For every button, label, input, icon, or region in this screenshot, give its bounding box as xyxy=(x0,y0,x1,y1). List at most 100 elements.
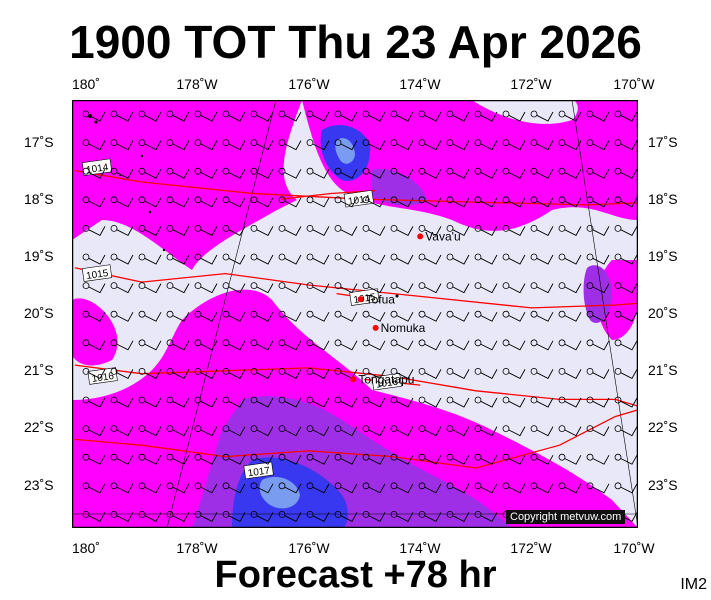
lat-tick-right: 23˚S xyxy=(648,477,678,493)
precip-area xyxy=(583,265,612,323)
wind-barb xyxy=(222,196,246,208)
wind-barb xyxy=(614,339,638,351)
wind-barb xyxy=(334,224,358,236)
wind-barb xyxy=(166,425,190,437)
wind-barb xyxy=(390,253,414,265)
wind-barb xyxy=(558,453,582,465)
wind-barb xyxy=(110,139,134,151)
place-label: Tongatapu xyxy=(358,372,414,386)
wind-barb xyxy=(334,339,358,351)
wind-barb xyxy=(558,110,582,122)
wind-barb xyxy=(110,224,134,236)
wind-barb xyxy=(82,224,106,236)
wind-barb xyxy=(306,139,330,151)
lon-tick-top: 180˚ xyxy=(71,76,101,92)
wind-barb xyxy=(306,110,330,122)
wind-barb xyxy=(446,453,470,465)
wind-barb xyxy=(502,167,526,179)
lon-tick-top: 170˚W xyxy=(613,76,655,92)
wind-barb xyxy=(362,110,386,122)
wind-barb xyxy=(418,167,442,179)
wind-barb xyxy=(138,110,162,122)
wind-barb xyxy=(278,139,302,151)
lon-tick-bottom: 178˚W xyxy=(176,540,218,556)
wind-barb xyxy=(558,253,582,265)
wind-barb xyxy=(614,310,638,322)
isobar-label: 1015 xyxy=(349,288,380,306)
wind-barb xyxy=(614,482,638,494)
wind-barb xyxy=(474,310,498,322)
svg-text:1017: 1017 xyxy=(247,465,271,479)
wind-barb xyxy=(82,482,106,494)
wind-barb xyxy=(558,482,582,494)
wind-barb xyxy=(306,224,330,236)
wind-barb xyxy=(418,224,442,236)
wind-barb xyxy=(390,339,414,351)
wind-barb xyxy=(418,425,442,437)
wind-barb xyxy=(110,367,134,379)
wind-barb xyxy=(502,396,526,408)
wind-barb xyxy=(390,396,414,408)
wind-barb xyxy=(110,110,134,122)
wind-barb xyxy=(194,367,218,379)
wind-barb xyxy=(306,339,330,351)
isobar-label: 1014 xyxy=(81,158,113,176)
place-marker: Nomuka xyxy=(372,321,426,335)
wind-barb xyxy=(278,339,302,351)
wind-barb xyxy=(250,282,274,294)
wind-barb xyxy=(362,310,386,322)
wind-barb xyxy=(82,196,106,208)
wind-barb xyxy=(502,224,526,236)
wind-barb xyxy=(530,367,554,379)
wind-barb xyxy=(306,310,330,322)
isobar-label: 1016 xyxy=(87,367,118,385)
lon-tick-bottom: 170˚W xyxy=(613,540,655,556)
wind-barb xyxy=(334,253,358,265)
wind-barb xyxy=(586,453,610,465)
wind-barb xyxy=(110,510,134,522)
wind-barb xyxy=(502,425,526,437)
wind-barb xyxy=(278,453,302,465)
wind-barb xyxy=(586,196,610,208)
wind-barb xyxy=(306,167,330,179)
wind-barb xyxy=(502,110,526,122)
wind-barb xyxy=(502,367,526,379)
wind-barb xyxy=(474,110,498,122)
wind-barb xyxy=(250,425,274,437)
wind-barb xyxy=(502,453,526,465)
lat-tick-right: 17˚S xyxy=(648,134,678,150)
wind-barb xyxy=(110,253,134,265)
wind-barb xyxy=(474,167,498,179)
wind-barb xyxy=(222,367,246,379)
wind-barb xyxy=(306,253,330,265)
wind-barb xyxy=(502,196,526,208)
wind-barb xyxy=(278,253,302,265)
wind-barb xyxy=(418,510,442,522)
wind-barb xyxy=(138,253,162,265)
wind-barb xyxy=(138,310,162,322)
wind-barb xyxy=(194,282,218,294)
wind-barb xyxy=(194,196,218,208)
wind-barb xyxy=(250,310,274,322)
wind-barb xyxy=(138,396,162,408)
wind-barb xyxy=(82,139,106,151)
lat-tick-right: 18˚S xyxy=(648,191,678,207)
wind-barb xyxy=(334,396,358,408)
lat-tick-left: 17˚S xyxy=(24,134,54,150)
wind-barb xyxy=(82,110,106,122)
lon-tick-top: 176˚W xyxy=(288,76,330,92)
wind-barb xyxy=(418,339,442,351)
wind-barb xyxy=(222,110,246,122)
wind-barb xyxy=(166,167,190,179)
map-title: 1900 TOT Thu 23 Apr 2026 xyxy=(69,16,642,68)
wind-barb xyxy=(166,110,190,122)
wind-barb xyxy=(362,167,386,179)
wind-barb xyxy=(446,339,470,351)
wind-barb xyxy=(390,310,414,322)
wind-barb xyxy=(222,339,246,351)
wind-barb xyxy=(278,367,302,379)
wind-barb xyxy=(502,339,526,351)
wind-barb xyxy=(250,224,274,236)
wind-barb xyxy=(530,167,554,179)
wind-barb xyxy=(166,139,190,151)
